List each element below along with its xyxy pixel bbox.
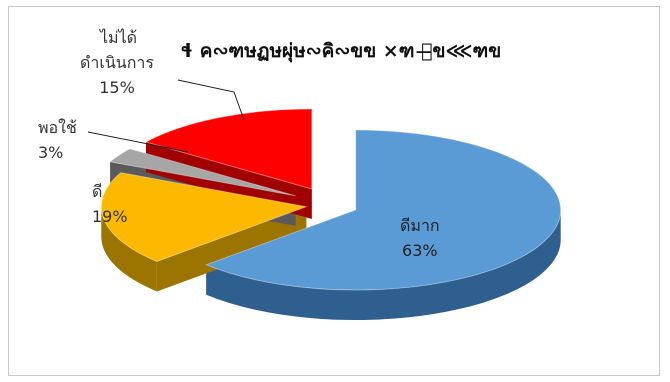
data-label-maidai-value: 15% <box>99 77 135 97</box>
leader-lines <box>87 79 245 153</box>
data-label-phochai-name: พอใช้ <box>38 118 77 137</box>
slice-side-0-ดีมาก <box>206 210 561 321</box>
data-label-dimak-name: ดีมาก <box>400 216 440 235</box>
data-label-maidai-line1: ไม่ได้ <box>100 28 138 47</box>
data-label-dimak: ดีมาก 63% <box>400 214 440 264</box>
slice-ดี <box>100 172 309 262</box>
leader-line-1 <box>87 131 189 153</box>
slice-side-0-ดี <box>101 206 157 292</box>
slice-พอใช้ <box>108 148 296 197</box>
data-label-di-name: ดี <box>92 182 103 201</box>
slice-ไม่ได้ดำเนินการ <box>144 108 313 190</box>
data-label-maidai-line2: ดำเนินการ <box>80 52 154 72</box>
slice-ดีมาก <box>204 129 562 291</box>
slice-tops <box>100 108 562 291</box>
chart-title: ɬ ค∾ฑษฏษผุ่ษ∾คิ∾ขข ×ฑ ผ̶ข⋘ฑข <box>180 40 502 62</box>
data-label-di: ดี 19% <box>92 180 128 230</box>
data-label-maidai: ไม่ได้ ดำเนินการ 15% <box>80 26 154 100</box>
leader-line-0 <box>177 79 245 121</box>
data-label-phochai: พอใช้ 3% <box>38 116 77 166</box>
data-label-dimak-value: 63% <box>402 240 438 260</box>
data-label-di-value: 19% <box>92 206 128 226</box>
data-label-phochai-value: 3% <box>38 142 64 162</box>
